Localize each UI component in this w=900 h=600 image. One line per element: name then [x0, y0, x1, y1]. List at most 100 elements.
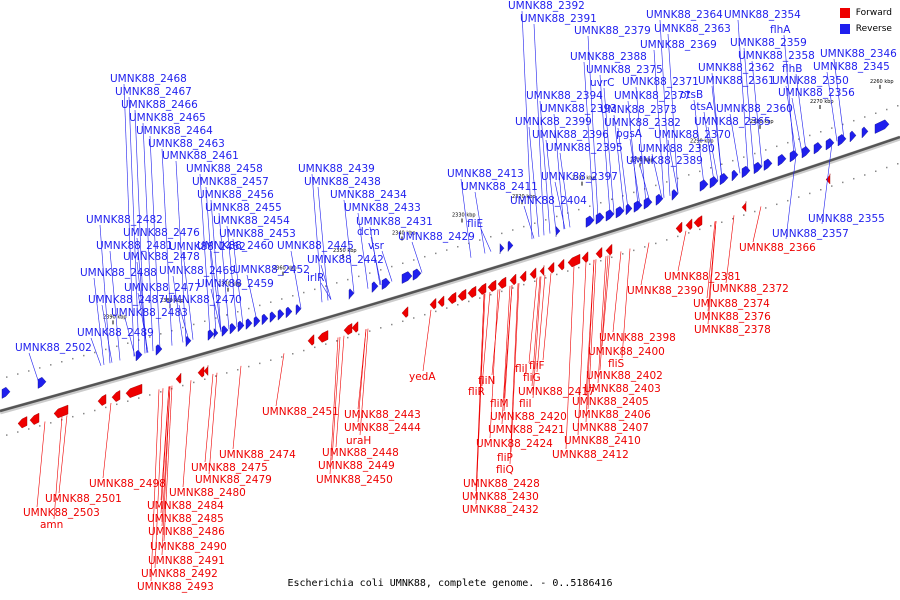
strand-dot	[611, 256, 613, 259]
leader-line	[583, 61, 595, 220]
strand-dot	[589, 263, 591, 265]
strand-dot	[215, 317, 217, 319]
leader-line	[795, 73, 807, 152]
forward-gene	[675, 221, 683, 234]
leader-line	[182, 251, 194, 340]
strand-dot	[50, 422, 52, 424]
leader-line	[752, 206, 762, 243]
forward-gene	[529, 267, 537, 280]
leader-line	[205, 186, 217, 334]
forward-gene-label: UMNK88_2503	[23, 507, 100, 519]
reverse-gene-label: UMNK88_2434	[330, 189, 407, 201]
reverse-gene-label: UMNK88_2365	[694, 116, 771, 128]
strand-dot	[358, 275, 360, 278]
forward-gene-label: UMNK88_2448	[322, 447, 399, 459]
leader-line	[489, 289, 499, 439]
leader-line	[597, 256, 607, 384]
forward-gene-label: UMNK88_2400	[588, 346, 665, 358]
forward-gene-label: fliG	[523, 372, 541, 384]
strand-dot	[776, 203, 778, 206]
forward-gene-label: UMNK88_2475	[191, 462, 268, 474]
strand-dot	[402, 320, 404, 323]
leader-line	[706, 221, 716, 299]
reverse-gene-label: pgsA	[616, 128, 643, 140]
reverse-gene	[777, 154, 787, 167]
reverse-gene-label: UMNK88_2389	[626, 155, 703, 167]
leader-line	[603, 87, 615, 214]
strand-dot	[589, 205, 591, 207]
forward-gene-label: UMNK88_2412	[552, 449, 629, 461]
strand-dot	[776, 145, 778, 148]
reverse-gene	[245, 318, 253, 330]
forward-gene	[509, 273, 517, 286]
reverse-gene-label: irlR	[307, 272, 324, 284]
strand-dot	[116, 403, 118, 406]
forward-gene	[125, 383, 143, 398]
backbone-line	[0, 135, 900, 413]
leader-line	[475, 293, 485, 505]
leader-line	[785, 85, 797, 156]
reverse-gene-label: otsA	[690, 101, 714, 113]
strand-dot	[567, 212, 569, 214]
forward-gene	[457, 288, 467, 301]
strand-dot	[501, 232, 503, 235]
forward-gene	[557, 258, 565, 271]
reverse-gene-label: UMNK88_2411	[461, 181, 538, 193]
reverse-gene	[813, 142, 823, 155]
forward-gene	[693, 215, 703, 228]
reverse-gene	[825, 138, 835, 151]
leader-line	[667, 139, 679, 194]
forward-gene	[29, 412, 40, 425]
forward-gene-label: UMNK88_2450	[316, 474, 393, 486]
strand-dot	[688, 174, 690, 176]
forward-gene	[429, 297, 437, 310]
reverse-gene-label: UMNK88_2483	[111, 307, 188, 319]
leader-line	[737, 19, 749, 171]
strand-dot	[193, 381, 195, 384]
forward-gene	[307, 334, 315, 346]
leader-line	[359, 328, 369, 436]
legend-item-reverse: Reverse	[839, 24, 892, 34]
leader-line	[422, 309, 432, 372]
reverse-gene	[285, 306, 293, 319]
strand-dot	[600, 202, 602, 204]
tick-label: 2320 kbp	[512, 194, 536, 200]
reverse-gene	[185, 335, 192, 348]
forward-gene	[447, 291, 457, 304]
reverse-gene-label: UMNK88_2464	[136, 125, 213, 137]
reverse-gene	[1, 386, 11, 399]
strand-dot	[512, 229, 514, 231]
leader-line	[137, 292, 149, 353]
reverse-gene	[371, 281, 379, 293]
strand-dot	[303, 291, 305, 294]
strand-dot	[226, 372, 228, 374]
reverse-gene	[861, 126, 869, 139]
reverse-gene-label: UMNK88_2396	[532, 129, 609, 141]
leader-line	[703, 111, 715, 182]
leader-line	[317, 186, 329, 301]
strand-dot	[545, 219, 547, 221]
reverse-gene-label: UMNK88_2461	[162, 150, 239, 162]
forward-gene	[547, 261, 555, 274]
strand-dot	[644, 246, 646, 248]
forward-gene-label: fliS	[608, 358, 625, 370]
reverse-gene	[699, 179, 709, 192]
forward-gene-label: fliP	[497, 452, 513, 464]
leader-line	[369, 226, 381, 286]
leader-line	[335, 335, 345, 448]
leader-line	[154, 388, 164, 569]
strand-dot	[17, 373, 19, 375]
strand-dot	[886, 166, 888, 169]
strand-dot	[479, 297, 481, 299]
leader-line	[653, 49, 665, 198]
strand-dot	[116, 345, 118, 348]
strand-dot	[688, 232, 690, 234]
strand-dot	[391, 265, 393, 268]
strand-dot	[292, 353, 294, 355]
strand-dot	[182, 384, 184, 387]
strand-dot	[39, 425, 41, 427]
forward-gene-label: UMNK88_2493	[137, 581, 214, 593]
strand-dot	[325, 285, 327, 287]
strand-dot	[545, 277, 547, 279]
strand-dot	[127, 342, 129, 344]
